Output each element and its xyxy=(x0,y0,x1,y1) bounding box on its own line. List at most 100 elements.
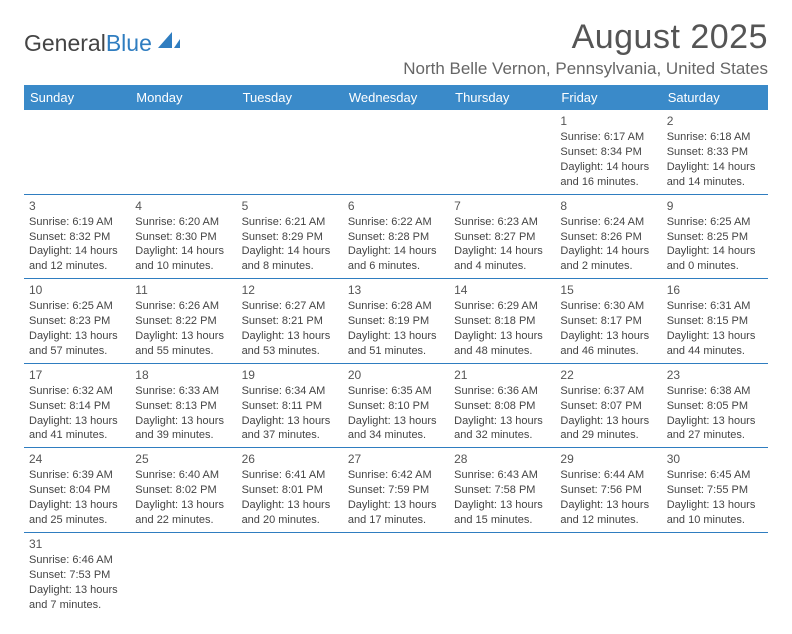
location-subtitle: North Belle Vernon, Pennsylvania, United… xyxy=(403,59,768,79)
calendar-cell: 14Sunrise: 6:29 AMSunset: 8:18 PMDayligh… xyxy=(449,279,555,364)
sunrise-text: Sunrise: 6:40 AM xyxy=(135,468,231,483)
sunset-text: Sunset: 8:25 PM xyxy=(667,230,763,245)
daylight-text: Daylight: 14 hours and 10 minutes. xyxy=(135,244,231,274)
sunrise-text: Sunrise: 6:42 AM xyxy=(348,468,444,483)
weekday-header: Friday xyxy=(555,85,661,110)
calendar-table: SundayMondayTuesdayWednesdayThursdayFrid… xyxy=(24,85,768,616)
daylight-text: Daylight: 13 hours and 7 minutes. xyxy=(29,583,125,613)
day-number: 31 xyxy=(29,536,125,552)
day-number: 19 xyxy=(242,367,338,383)
sunset-text: Sunset: 8:04 PM xyxy=(29,483,125,498)
day-number: 30 xyxy=(667,451,763,467)
day-number: 8 xyxy=(560,198,656,214)
sunrise-text: Sunrise: 6:44 AM xyxy=(560,468,656,483)
day-number: 11 xyxy=(135,282,231,298)
calendar-cell: 25Sunrise: 6:40 AMSunset: 8:02 PMDayligh… xyxy=(130,448,236,533)
daylight-text: Daylight: 14 hours and 0 minutes. xyxy=(667,244,763,274)
day-number: 27 xyxy=(348,451,444,467)
sunrise-text: Sunrise: 6:18 AM xyxy=(667,130,763,145)
sunrise-text: Sunrise: 6:39 AM xyxy=(29,468,125,483)
day-number: 10 xyxy=(29,282,125,298)
day-number: 20 xyxy=(348,367,444,383)
day-number: 9 xyxy=(667,198,763,214)
calendar-cell-empty xyxy=(449,532,555,616)
daylight-text: Daylight: 13 hours and 25 minutes. xyxy=(29,498,125,528)
sunrise-text: Sunrise: 6:28 AM xyxy=(348,299,444,314)
sunrise-text: Sunrise: 6:20 AM xyxy=(135,215,231,230)
sunset-text: Sunset: 8:34 PM xyxy=(560,145,656,160)
calendar-cell: 6Sunrise: 6:22 AMSunset: 8:28 PMDaylight… xyxy=(343,194,449,279)
calendar-cell: 17Sunrise: 6:32 AMSunset: 8:14 PMDayligh… xyxy=(24,363,130,448)
daylight-text: Daylight: 13 hours and 44 minutes. xyxy=(667,329,763,359)
daylight-text: Daylight: 14 hours and 6 minutes. xyxy=(348,244,444,274)
calendar-cell: 30Sunrise: 6:45 AMSunset: 7:55 PMDayligh… xyxy=(662,448,768,533)
calendar-cell: 8Sunrise: 6:24 AMSunset: 8:26 PMDaylight… xyxy=(555,194,661,279)
sunrise-text: Sunrise: 6:36 AM xyxy=(454,384,550,399)
calendar-cell-empty xyxy=(130,110,236,194)
day-number: 6 xyxy=(348,198,444,214)
calendar-cell: 9Sunrise: 6:25 AMSunset: 8:25 PMDaylight… xyxy=(662,194,768,279)
daylight-text: Daylight: 13 hours and 37 minutes. xyxy=(242,414,338,444)
sunset-text: Sunset: 8:22 PM xyxy=(135,314,231,329)
sail-icon xyxy=(156,29,182,56)
calendar-cell: 11Sunrise: 6:26 AMSunset: 8:22 PMDayligh… xyxy=(130,279,236,364)
calendar-page: GeneralBlue August 2025 North Belle Vern… xyxy=(0,0,792,634)
sunrise-text: Sunrise: 6:32 AM xyxy=(29,384,125,399)
calendar-row: 10Sunrise: 6:25 AMSunset: 8:23 PMDayligh… xyxy=(24,279,768,364)
daylight-text: Daylight: 13 hours and 55 minutes. xyxy=(135,329,231,359)
calendar-cell: 12Sunrise: 6:27 AMSunset: 8:21 PMDayligh… xyxy=(237,279,343,364)
day-number: 15 xyxy=(560,282,656,298)
calendar-cell-empty xyxy=(343,110,449,194)
calendar-cell: 15Sunrise: 6:30 AMSunset: 8:17 PMDayligh… xyxy=(555,279,661,364)
day-number: 25 xyxy=(135,451,231,467)
calendar-cell: 27Sunrise: 6:42 AMSunset: 7:59 PMDayligh… xyxy=(343,448,449,533)
calendar-cell: 19Sunrise: 6:34 AMSunset: 8:11 PMDayligh… xyxy=(237,363,343,448)
calendar-cell-empty xyxy=(449,110,555,194)
logo-text-blue: Blue xyxy=(106,30,152,57)
calendar-cell: 5Sunrise: 6:21 AMSunset: 8:29 PMDaylight… xyxy=(237,194,343,279)
calendar-body: 1Sunrise: 6:17 AMSunset: 8:34 PMDaylight… xyxy=(24,110,768,616)
weekday-header: Monday xyxy=(130,85,236,110)
daylight-text: Daylight: 13 hours and 57 minutes. xyxy=(29,329,125,359)
sunset-text: Sunset: 7:55 PM xyxy=(667,483,763,498)
sunset-text: Sunset: 8:08 PM xyxy=(454,399,550,414)
daylight-text: Daylight: 14 hours and 8 minutes. xyxy=(242,244,338,274)
sunset-text: Sunset: 8:11 PM xyxy=(242,399,338,414)
calendar-cell: 4Sunrise: 6:20 AMSunset: 8:30 PMDaylight… xyxy=(130,194,236,279)
day-number: 4 xyxy=(135,198,231,214)
sunrise-text: Sunrise: 6:26 AM xyxy=(135,299,231,314)
sunset-text: Sunset: 8:27 PM xyxy=(454,230,550,245)
daylight-text: Daylight: 13 hours and 10 minutes. xyxy=(667,498,763,528)
sunrise-text: Sunrise: 6:35 AM xyxy=(348,384,444,399)
sunset-text: Sunset: 8:18 PM xyxy=(454,314,550,329)
sunset-text: Sunset: 8:15 PM xyxy=(667,314,763,329)
sunrise-text: Sunrise: 6:46 AM xyxy=(29,553,125,568)
day-number: 2 xyxy=(667,113,763,129)
sunset-text: Sunset: 7:56 PM xyxy=(560,483,656,498)
day-number: 17 xyxy=(29,367,125,383)
sunrise-text: Sunrise: 6:19 AM xyxy=(29,215,125,230)
calendar-cell-empty xyxy=(343,532,449,616)
sunset-text: Sunset: 8:30 PM xyxy=(135,230,231,245)
daylight-text: Daylight: 13 hours and 46 minutes. xyxy=(560,329,656,359)
calendar-cell-empty xyxy=(130,532,236,616)
weekday-header: Saturday xyxy=(662,85,768,110)
daylight-text: Daylight: 13 hours and 15 minutes. xyxy=(454,498,550,528)
day-number: 7 xyxy=(454,198,550,214)
day-number: 29 xyxy=(560,451,656,467)
calendar-cell: 16Sunrise: 6:31 AMSunset: 8:15 PMDayligh… xyxy=(662,279,768,364)
daylight-text: Daylight: 14 hours and 14 minutes. xyxy=(667,160,763,190)
sunset-text: Sunset: 7:53 PM xyxy=(29,568,125,583)
day-number: 5 xyxy=(242,198,338,214)
calendar-cell: 3Sunrise: 6:19 AMSunset: 8:32 PMDaylight… xyxy=(24,194,130,279)
day-number: 14 xyxy=(454,282,550,298)
sunrise-text: Sunrise: 6:25 AM xyxy=(29,299,125,314)
day-number: 23 xyxy=(667,367,763,383)
sunrise-text: Sunrise: 6:25 AM xyxy=(667,215,763,230)
sunset-text: Sunset: 8:33 PM xyxy=(667,145,763,160)
day-number: 26 xyxy=(242,451,338,467)
day-number: 22 xyxy=(560,367,656,383)
calendar-cell-empty xyxy=(237,110,343,194)
calendar-cell: 31Sunrise: 6:46 AMSunset: 7:53 PMDayligh… xyxy=(24,532,130,616)
calendar-cell: 2Sunrise: 6:18 AMSunset: 8:33 PMDaylight… xyxy=(662,110,768,194)
